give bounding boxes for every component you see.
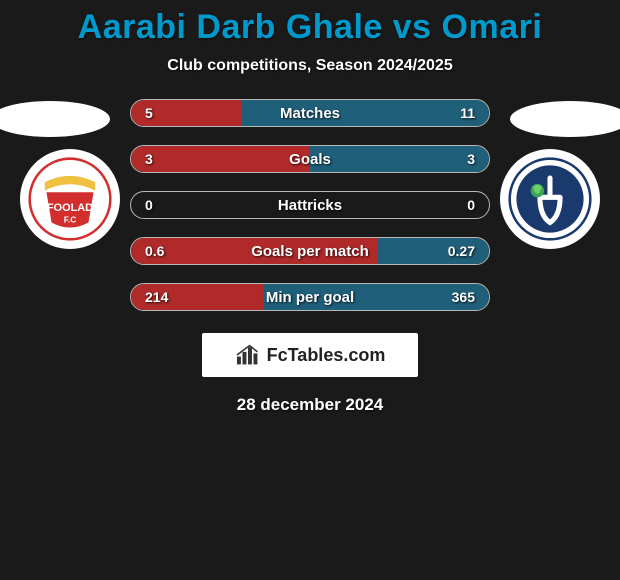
stat-value-left: 0.6 xyxy=(145,243,164,259)
bar-chart-icon xyxy=(235,344,261,366)
stat-label: Hattricks xyxy=(278,197,342,214)
stat-value-right: 365 xyxy=(452,289,475,305)
stat-row: 5 Matches 11 xyxy=(130,99,490,127)
decorative-ellipse-right xyxy=(510,101,620,137)
stat-row: 3 Goals 3 xyxy=(130,145,490,173)
comparison-body: FOOLAD F.C 5Matches113Goals30Hattricks00… xyxy=(0,99,620,415)
stats-table: 5 Matches 11 3 Goals 3 0 Hattricks 0 0.6 Goals per… xyxy=(130,99,490,311)
stat-row: 214 Min per goal 365 xyxy=(130,283,490,311)
stat-value-left: 214 xyxy=(145,289,168,305)
stat-row: 0.6 Goals per match 0.27 xyxy=(130,237,490,265)
stat-value-right: 0 xyxy=(467,197,475,213)
branding-text: FcTables.com xyxy=(267,345,386,366)
stat-value-right: 11 xyxy=(460,105,475,121)
club-badge-left: FOOLAD F.C xyxy=(20,149,120,249)
svg-text:F.C: F.C xyxy=(64,215,77,225)
stat-value-left: 5 xyxy=(145,105,153,121)
stat-fill-right xyxy=(310,146,489,172)
foolad-crest-icon: FOOLAD F.C xyxy=(28,157,112,241)
stat-label: Goals xyxy=(289,151,331,168)
stat-row: 0 Hattricks 0 xyxy=(130,191,490,219)
stat-label: Min per goal xyxy=(266,289,354,306)
malavan-crest-icon xyxy=(508,157,592,241)
stat-label: Matches xyxy=(280,105,340,122)
page-subtitle: Club competitions, Season 2024/2025 xyxy=(0,57,620,75)
stat-fill-left xyxy=(131,146,310,172)
page-title: Aarabi Darb Ghale vs Omari xyxy=(0,8,620,47)
branding-badge: FcTables.com xyxy=(202,333,418,377)
snapshot-date: 28 december 2024 xyxy=(0,395,620,415)
decorative-ellipse-left xyxy=(0,101,110,137)
stat-value-left: 3 xyxy=(145,151,153,167)
svg-text:FOOLAD: FOOLAD xyxy=(47,202,93,214)
stat-value-left: 0 xyxy=(145,197,153,213)
stat-value-right: 3 xyxy=(467,151,475,167)
stat-value-right: 0.27 xyxy=(448,243,475,259)
stat-label: Goals per match xyxy=(251,243,369,260)
club-badge-right xyxy=(500,149,600,249)
